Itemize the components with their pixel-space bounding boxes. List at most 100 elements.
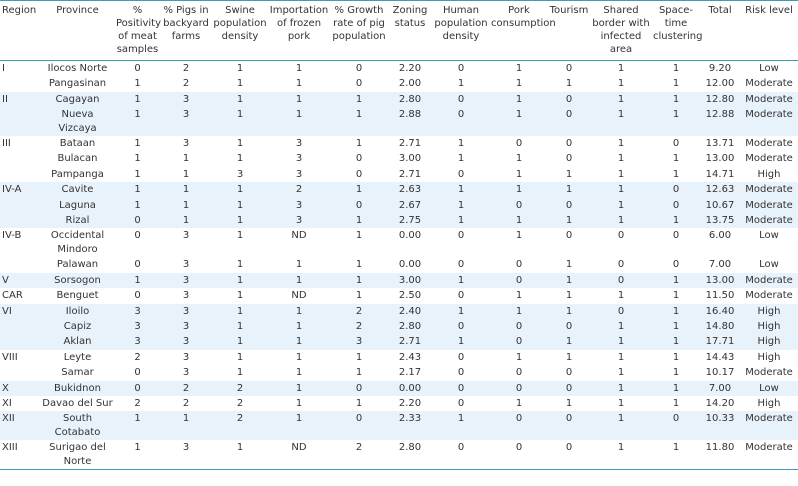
table-cell: Palawan [56, 259, 99, 271]
table-cell: 3 [236, 168, 244, 180]
table-cell: 2.71 [398, 168, 422, 180]
table-cell: Moderate [745, 367, 793, 379]
table-cell: 3 [330, 334, 388, 350]
table-cell: 2 [330, 318, 388, 335]
table-cell: 3 [182, 290, 190, 302]
table-cell: Ilocos Norte [47, 63, 108, 74]
table-cell: XII [0, 411, 40, 441]
table-cell: 1 [212, 91, 268, 108]
table-cell: Occidental Mindoro [50, 230, 105, 255]
table-cell: 1 [212, 197, 268, 214]
table-cell: 0 [490, 334, 548, 350]
table-cell: 1 [490, 213, 548, 229]
table-cell: 1 [652, 303, 700, 319]
table-cell: 1 [672, 397, 680, 409]
table-cell: 0 [457, 259, 465, 271]
column-header: Region [0, 0, 40, 61]
table-cell: 3 [160, 440, 212, 470]
table-cell: Low [759, 259, 779, 271]
table-cell: 14.20 [705, 397, 735, 409]
table-cell: 0 [490, 440, 548, 470]
table-cell: 1 [212, 303, 268, 319]
table-cell: 1 [590, 213, 652, 229]
empty-cell [0, 213, 40, 229]
table-cell: 13.00 [705, 153, 735, 165]
column-header: Tourism [548, 0, 590, 61]
table-cell: 1 [515, 63, 523, 74]
table-cell: 0.00 [398, 259, 422, 271]
table-cell: 0 [672, 138, 680, 150]
table-cell: Moderate [740, 107, 798, 137]
table-cell: Moderate [740, 440, 798, 470]
table-cell: 3.00 [398, 153, 422, 165]
table-cell: 2.71 [388, 334, 432, 350]
table-cell: 1 [115, 107, 160, 137]
table-cell: Cavite [40, 182, 115, 198]
table-cell: 2.20 [398, 63, 422, 74]
table-cell: 1 [515, 230, 523, 242]
table-cell: 2.75 [388, 213, 432, 229]
table-cell: Moderate [740, 411, 798, 441]
table-cell: 0 [548, 197, 590, 214]
table-cell: Moderate [740, 91, 798, 108]
table-cell: 1 [432, 303, 490, 319]
table-cell: 2 [160, 380, 212, 396]
table-cell: 2.88 [388, 107, 432, 137]
table-cell: 0 [672, 230, 680, 242]
table-cell: 12.80 [700, 91, 740, 108]
table-cell: 6.00 [708, 230, 732, 242]
table-cell: 1 [432, 213, 490, 229]
table-cell: 3 [295, 138, 303, 150]
table-cell: 1 [134, 153, 141, 165]
table-body: I Ilocos Norte 0 2 1 1 0 2.20 0 1 0 1 1 9.20 Low Pangas… [0, 61, 798, 470]
table-cell: 7.00 [708, 259, 732, 271]
table-cell: 1 [617, 168, 625, 180]
table-cell: 0 [457, 63, 465, 74]
table-cell: 0 [672, 259, 680, 271]
table-cell: 1 [672, 367, 680, 379]
table-cell: 1 [548, 213, 590, 229]
empty-cell [0, 334, 40, 350]
table-cell: 1 [490, 107, 548, 137]
table-cell: 1 [652, 213, 700, 229]
table-cell: 1 [295, 351, 303, 363]
table-row: Palawan 0 3 1 1 1 0.00 0 0 1 0 0 7.00 Low [0, 257, 798, 272]
table-cell: 0 [355, 78, 363, 90]
table-cell: 0 [457, 290, 465, 302]
table-cell: 0 [565, 230, 573, 242]
table-cell: 1 [236, 138, 244, 150]
table-cell: ND [291, 230, 307, 242]
table-row: III Bataan 1 3 1 3 1 2.71 1 0 0 1 0 13.71 Moderate [0, 136, 798, 151]
table-cell: Samar [61, 367, 94, 379]
column-header: Human population density [432, 0, 490, 61]
empty-cell [0, 197, 40, 214]
table-cell: 1 [590, 380, 652, 396]
table-cell: 0 [617, 230, 625, 242]
table-cell: 1 [268, 272, 330, 289]
table-cell: 1 [590, 182, 652, 198]
table-cell: 3 [115, 334, 160, 350]
column-header: Province [40, 0, 115, 61]
table-row: VIII Leyte 2 3 1 1 1 2.43 0 1 1 1 1 14.43 High [0, 350, 798, 365]
table-cell: 0 [490, 318, 548, 335]
table-cell: 1 [548, 334, 590, 350]
table-cell: 1 [236, 259, 244, 271]
table-cell: 1 [268, 334, 330, 350]
table-cell: 1 [490, 303, 548, 319]
table-cell: 1 [355, 138, 363, 150]
table-cell: VIII [2, 351, 18, 363]
table-row: Capiz 3 3 1 1 2 2.80 0 0 0 1 1 14.80 High [0, 318, 798, 335]
table-cell: 0 [457, 397, 465, 409]
table-cell: 1 [652, 107, 700, 137]
table-cell: 1 [160, 213, 212, 229]
table-cell: 1 [617, 351, 625, 363]
table-cell: 3 [160, 91, 212, 108]
table-cell: 3 [268, 197, 330, 214]
table-cell: 3 [182, 259, 190, 271]
table-cell: 2 [182, 78, 190, 90]
table-cell: 1 [565, 168, 573, 180]
table-cell: 13.00 [700, 272, 740, 289]
table-cell: 1 [672, 290, 680, 302]
empty-cell [0, 318, 40, 335]
